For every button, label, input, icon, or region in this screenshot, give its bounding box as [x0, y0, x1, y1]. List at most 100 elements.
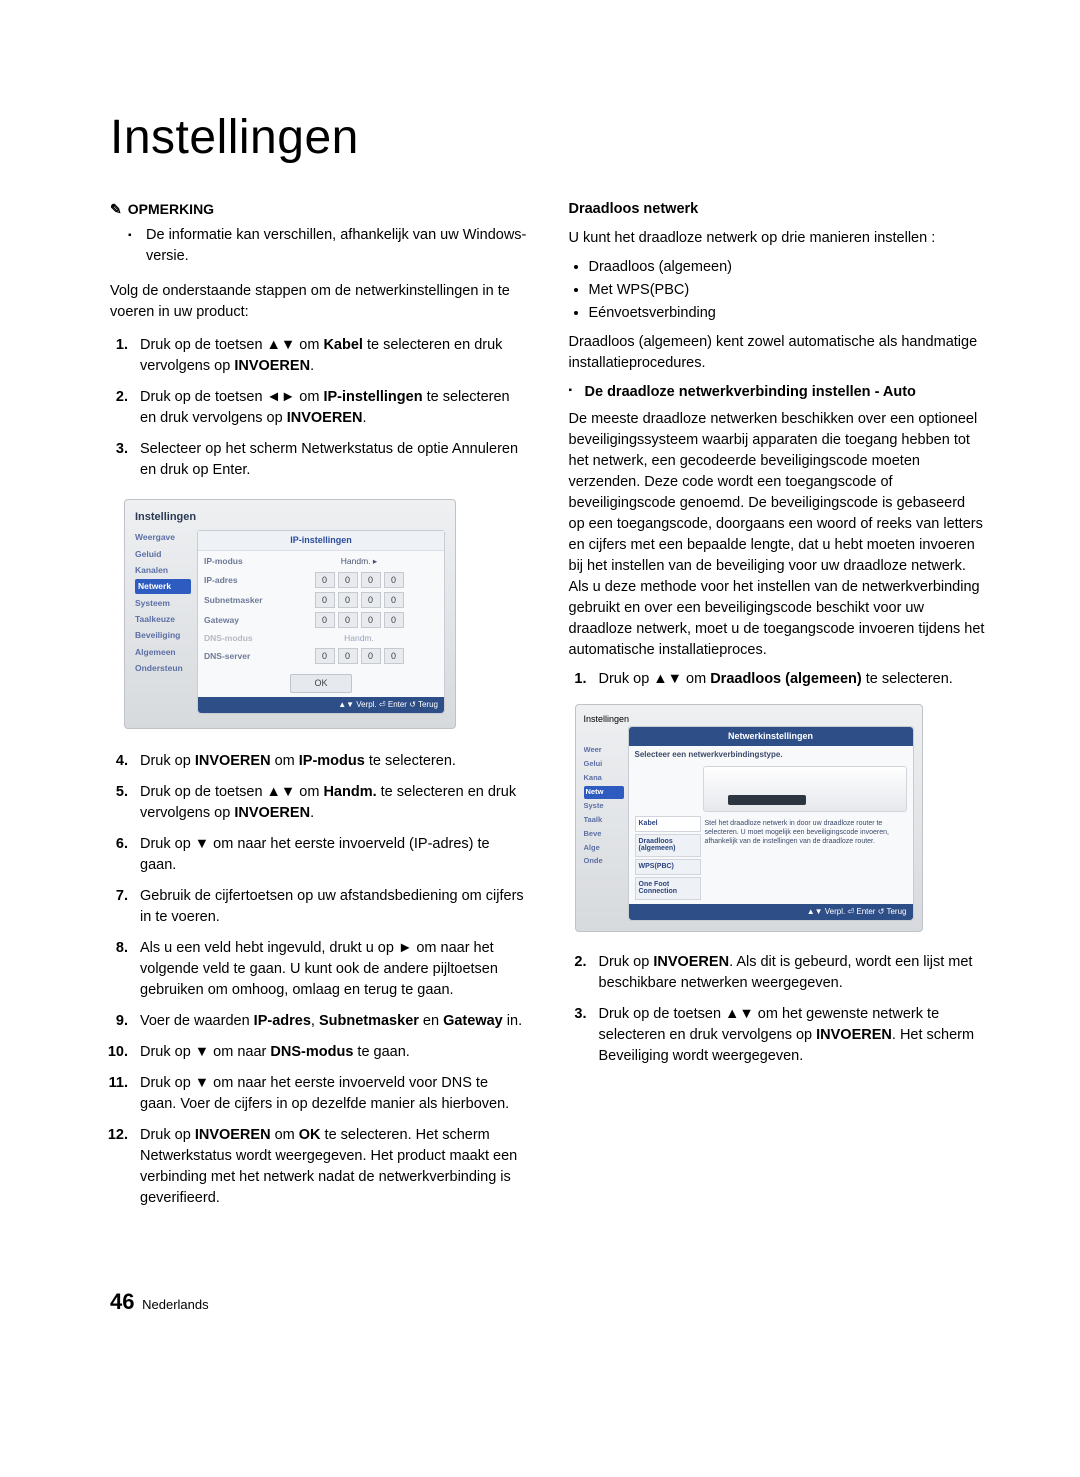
- octet-field[interactable]: 0: [338, 572, 358, 588]
- step-item: Druk op de toetsen ▲▼ om Kabel te select…: [132, 335, 527, 377]
- sidebar-item[interactable]: Geluid: [135, 547, 191, 561]
- fig2-footer: ▲▼ Verpl. ⏎ Enter ↺ Terug: [629, 904, 913, 920]
- panel-row-value[interactable]: Handm. ▸: [280, 555, 438, 567]
- sidebar-item[interactable]: Algemeen: [135, 645, 191, 659]
- octet-field[interactable]: 0: [315, 648, 335, 664]
- octet-field[interactable]: 0: [361, 572, 381, 588]
- step-item: Druk op de toetsen ◄► om IP-instellingen…: [132, 387, 527, 429]
- intro-text: Volg de onderstaande stappen om de netwe…: [110, 281, 527, 323]
- page-footer: 46 Nederlands: [110, 1289, 985, 1315]
- octet-field[interactable]: 0: [315, 592, 335, 608]
- sidebar-item[interactable]: Netwerk: [135, 579, 191, 593]
- step-item: Druk op de toetsen ▲▼ om Handm. te selec…: [132, 782, 527, 824]
- octet-field[interactable]: 0: [315, 612, 335, 628]
- panel-row-value[interactable]: 0000: [280, 572, 438, 588]
- fig2-panel: Netwerkinstellingen Selecteer een netwer…: [628, 726, 914, 920]
- sidebar-item[interactable]: Gelui: [584, 758, 624, 771]
- panel-row-value[interactable]: 0000: [280, 592, 438, 608]
- step-item: Voer de waarden IP-adres, Subnetmasker e…: [132, 1011, 527, 1032]
- octet-field[interactable]: 0: [338, 612, 358, 628]
- bullet-item: Draadloos (algemeen): [589, 257, 986, 278]
- sidebar-item[interactable]: Alge: [584, 842, 624, 855]
- right-steps-2: Druk op INVOEREN. Als dit is gebeurd, wo…: [569, 952, 986, 1067]
- right-steps-1: Druk op ▲▼ om Draadloos (algemeen) te se…: [569, 669, 986, 690]
- sidebar-item[interactable]: Taalk: [584, 814, 624, 827]
- octet-field[interactable]: 0: [384, 612, 404, 628]
- wireless-auto-heading: De draadloze netwerkverbinding instellen…: [569, 382, 986, 403]
- wireless-after: Draadloos (algemeen) kent zowel automati…: [569, 332, 986, 374]
- page-number: 46: [110, 1289, 134, 1314]
- panel-row-value[interactable]: Handm.: [280, 632, 438, 644]
- network-option[interactable]: Kabel: [635, 816, 701, 832]
- octet-field[interactable]: 0: [384, 592, 404, 608]
- wireless-auto-para: De meeste draadloze netwerken beschikken…: [569, 409, 986, 661]
- panel-row-value[interactable]: 0000: [280, 612, 438, 628]
- sidebar-item[interactable]: Beve: [584, 828, 624, 841]
- router-image: [703, 766, 907, 812]
- page-lang: Nederlands: [142, 1297, 209, 1312]
- fig1-panel-title: IP-instellingen: [198, 531, 444, 551]
- fig2-desc: Stel het draadloze netwerk in door uw dr…: [705, 816, 907, 900]
- sidebar-item[interactable]: Kana: [584, 772, 624, 785]
- fig2-options: Kabel Draadloos (algemeen) WPS(PBC) One Foo…: [635, 816, 701, 900]
- sidebar-item[interactable]: Weergave: [135, 530, 191, 544]
- fig1-panel: IP-instellingen IP-modusHandm. ▸IP-adres…: [197, 530, 445, 713]
- steps-list-a: Druk op de toetsen ▲▼ om Kabel te select…: [110, 335, 527, 481]
- note-heading: OPMERKING: [110, 199, 527, 219]
- panel-row-label: Gateway: [204, 614, 280, 626]
- octet-field[interactable]: 0: [361, 648, 381, 664]
- step-item: Druk op ▲▼ om Draadloos (algemeen) te se…: [591, 669, 986, 690]
- fig2-title: Instellingen: [584, 713, 914, 726]
- sidebar-item[interactable]: Beveiliging: [135, 628, 191, 642]
- panel-row-value[interactable]: 0000: [280, 648, 438, 664]
- fig1-ok-button[interactable]: OK: [290, 674, 352, 693]
- panel-row-label: Subnetmasker: [204, 594, 280, 606]
- step-item: Druk op INVOEREN om IP-modus te selecter…: [132, 751, 527, 772]
- octet-field[interactable]: 0: [361, 592, 381, 608]
- step-item: Gebruik de cijfertoetsen op uw afstandsb…: [132, 886, 527, 928]
- page-title: Instellingen: [110, 110, 985, 165]
- panel-row-label: DNS-server: [204, 650, 280, 662]
- network-option[interactable]: WPS(PBC): [635, 859, 701, 875]
- octet-field[interactable]: 0: [338, 648, 358, 664]
- octet-field[interactable]: 0: [315, 572, 335, 588]
- octet-field[interactable]: 0: [384, 572, 404, 588]
- sidebar-item[interactable]: Syste: [584, 800, 624, 813]
- step-item: Druk op de toetsen ▲▼ om het gewenste ne…: [591, 1004, 986, 1067]
- sidebar-item[interactable]: Systeem: [135, 596, 191, 610]
- sidebar-item[interactable]: Kanalen: [135, 563, 191, 577]
- wireless-bullets: Draadloos (algemeen)Met WPS(PBC)Eénvoets…: [569, 257, 986, 324]
- step-item: Druk op ▼ om naar het eerste invoerveld …: [132, 1073, 527, 1115]
- panel-row-label: IP-modus: [204, 555, 280, 567]
- bullet-item: Eénvoetsverbinding: [589, 303, 986, 324]
- fig1-footer: ▲▼ Verpl. ⏎ Enter ↺ Terug: [198, 697, 444, 713]
- steps-list-b: Druk op INVOEREN om IP-modus te selecter…: [110, 751, 527, 1209]
- panel-row-label: DNS-modus: [204, 632, 280, 644]
- panel-row-label: IP-adres: [204, 574, 280, 586]
- octet-field[interactable]: 0: [361, 612, 381, 628]
- step-item: Als u een veld hebt ingevuld, drukt u op…: [132, 938, 527, 1001]
- octet-field[interactable]: 0: [338, 592, 358, 608]
- sidebar-item[interactable]: Onde: [584, 855, 624, 868]
- sidebar-item[interactable]: Taalkeuze: [135, 612, 191, 626]
- network-option[interactable]: One Foot Connection: [635, 877, 701, 900]
- sidebar-item[interactable]: Weer: [584, 744, 624, 757]
- bullet-item: Met WPS(PBC): [589, 280, 986, 301]
- note-item: De informatie kan verschillen, afhankeli…: [146, 225, 527, 267]
- fig1-sidebar: Weergave Geluid Kanalen Netwerk Systeem Taalk…: [135, 530, 191, 713]
- sidebar-item[interactable]: Netw: [584, 786, 624, 799]
- fig1-title: Instellingen: [135, 510, 445, 526]
- wireless-intro: U kunt het draadloze netwerk op drie man…: [569, 228, 986, 249]
- fig2-panel-title: Netwerkinstellingen: [629, 727, 913, 746]
- wireless-heading: Draadloos netwerk: [569, 199, 986, 220]
- network-option[interactable]: Draadloos (algemeen): [635, 834, 701, 857]
- figure-ip-settings: Instellingen Weergave Geluid Kanalen Netwer…: [124, 499, 456, 728]
- octet-field[interactable]: 0: [384, 648, 404, 664]
- fig2-sidebar: WeerGeluiKanaNetwSysteTaalkBeveAlgeOnde: [584, 726, 624, 920]
- step-item: Druk op ▼ om naar het eerste invoerveld …: [132, 834, 527, 876]
- figure-network-settings: Instellingen WeerGeluiKanaNetwSysteTaalk…: [575, 704, 923, 931]
- step-item: Selecteer op het scherm Netwerkstatus de…: [132, 439, 527, 481]
- step-item: Druk op INVOEREN. Als dit is gebeurd, wo…: [591, 952, 986, 994]
- sidebar-item[interactable]: Ondersteun: [135, 661, 191, 675]
- step-item: Druk op INVOEREN om OK te selecteren. He…: [132, 1125, 527, 1209]
